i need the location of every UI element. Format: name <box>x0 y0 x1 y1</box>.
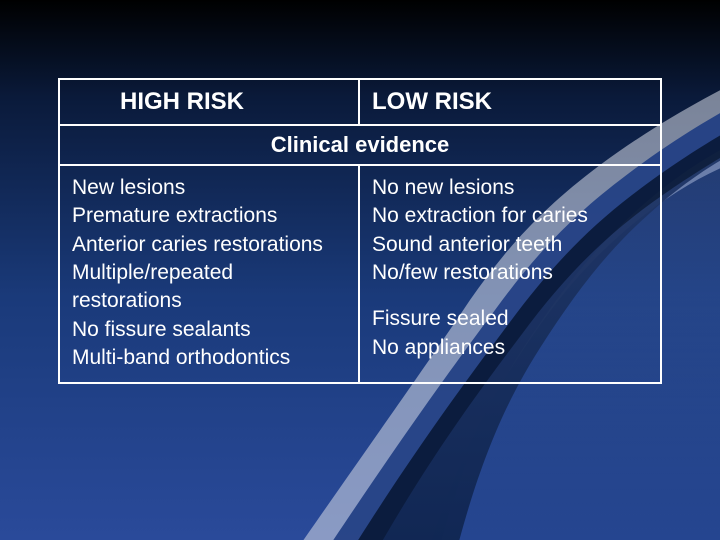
list-item: Multiple/repeated restorations <box>72 259 348 316</box>
header-high-risk: HIGH RISK <box>60 80 360 124</box>
table-header-row: HIGH RISK LOW RISK <box>60 80 660 126</box>
list-item: No new lesions <box>372 174 650 202</box>
list-item: No appliances <box>372 334 650 362</box>
high-risk-content: New lesions Premature extractions Anteri… <box>60 166 360 382</box>
list-item: Fissure sealed <box>372 305 650 333</box>
table-body-row: New lesions Premature extractions Anteri… <box>60 166 660 382</box>
low-risk-content: No new lesions No extraction for caries … <box>360 166 660 382</box>
list-item: Sound anterior teeth <box>372 231 650 259</box>
list-item: Multi-band orthodontics <box>72 344 348 372</box>
list-item: New lesions <box>72 174 348 202</box>
list-item: Anterior caries restorations <box>72 231 348 259</box>
subhead-clinical-evidence: Clinical evidence <box>60 126 660 164</box>
list-item: No fissure sealants <box>72 316 348 344</box>
header-low-risk: LOW RISK <box>360 80 660 124</box>
list-item: No extraction for caries <box>372 202 650 230</box>
list-item: No/few restorations <box>372 259 650 287</box>
table-subhead-row: Clinical evidence <box>60 126 660 166</box>
spacer <box>372 287 650 305</box>
risk-table: HIGH RISK LOW RISK Clinical evidence New… <box>58 78 662 384</box>
list-item: Premature extractions <box>72 202 348 230</box>
